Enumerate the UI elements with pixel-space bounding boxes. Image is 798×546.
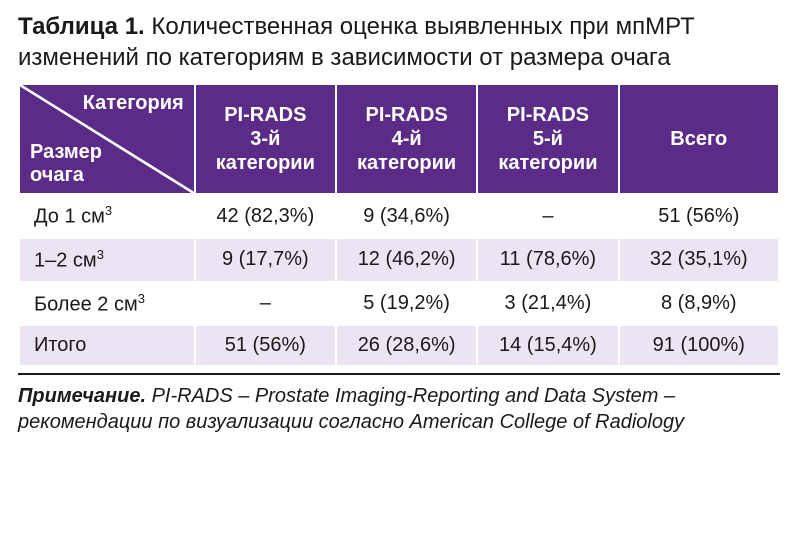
footnote-label: Примечание. bbox=[18, 385, 146, 407]
row-label: До 1 см3 bbox=[19, 194, 195, 238]
cell: 8 (8,9%) bbox=[619, 282, 779, 326]
row-label: Более 2 см3 bbox=[19, 282, 195, 326]
header-diagonal: Категория Размер очага bbox=[19, 84, 195, 194]
cell: 14 (15,4%) bbox=[477, 325, 618, 366]
cell: 26 (28,6%) bbox=[336, 325, 477, 366]
cell: 3 (21,4%) bbox=[477, 282, 618, 326]
table-caption: Таблица 1. Количественная оценка выявлен… bbox=[18, 12, 780, 73]
row-label: Итого bbox=[19, 325, 195, 366]
cell: 12 (46,2%) bbox=[336, 238, 477, 282]
diag-bottom-label: Размер очага bbox=[30, 141, 102, 187]
cell: 32 (35,1%) bbox=[619, 238, 779, 282]
diag-top-label: Категория bbox=[83, 91, 184, 115]
cell: 5 (19,2%) bbox=[336, 282, 477, 326]
data-table: Категория Размер очага PI-RADS 3-й катег… bbox=[18, 83, 780, 367]
cell: 42 (82,3%) bbox=[195, 194, 336, 238]
table-row: До 1 см342 (82,3%)9 (34,6%)–51 (56%) bbox=[19, 194, 779, 238]
col-header-pirads5: PI-RADS 5-й категории bbox=[477, 84, 618, 194]
table-row: Более 2 см3–5 (19,2%)3 (21,4%)8 (8,9%) bbox=[19, 282, 779, 326]
col-header-pirads4: PI-RADS 4-й категории bbox=[336, 84, 477, 194]
col-header-pirads3: PI-RADS 3-й категории bbox=[195, 84, 336, 194]
caption-label: Таблица 1. bbox=[18, 13, 145, 40]
row-label: 1–2 см3 bbox=[19, 238, 195, 282]
cell: 11 (78,6%) bbox=[477, 238, 618, 282]
table-row: Итого51 (56%)26 (28,6%)14 (15,4%)91 (100… bbox=[19, 325, 779, 366]
cell: 51 (56%) bbox=[195, 325, 336, 366]
table-body: До 1 см342 (82,3%)9 (34,6%)–51 (56%)1–2 … bbox=[19, 194, 779, 366]
footnote: Примечание. PI-RADS – Prostate Imaging-R… bbox=[18, 373, 780, 435]
table-row: 1–2 см39 (17,7%)12 (46,2%)11 (78,6%)32 (… bbox=[19, 238, 779, 282]
cell: 91 (100%) bbox=[619, 325, 779, 366]
cell: – bbox=[477, 194, 618, 238]
cell: – bbox=[195, 282, 336, 326]
cell: 9 (34,6%) bbox=[336, 194, 477, 238]
col-header-total: Всего bbox=[619, 84, 779, 194]
cell: 51 (56%) bbox=[619, 194, 779, 238]
cell: 9 (17,7%) bbox=[195, 238, 336, 282]
